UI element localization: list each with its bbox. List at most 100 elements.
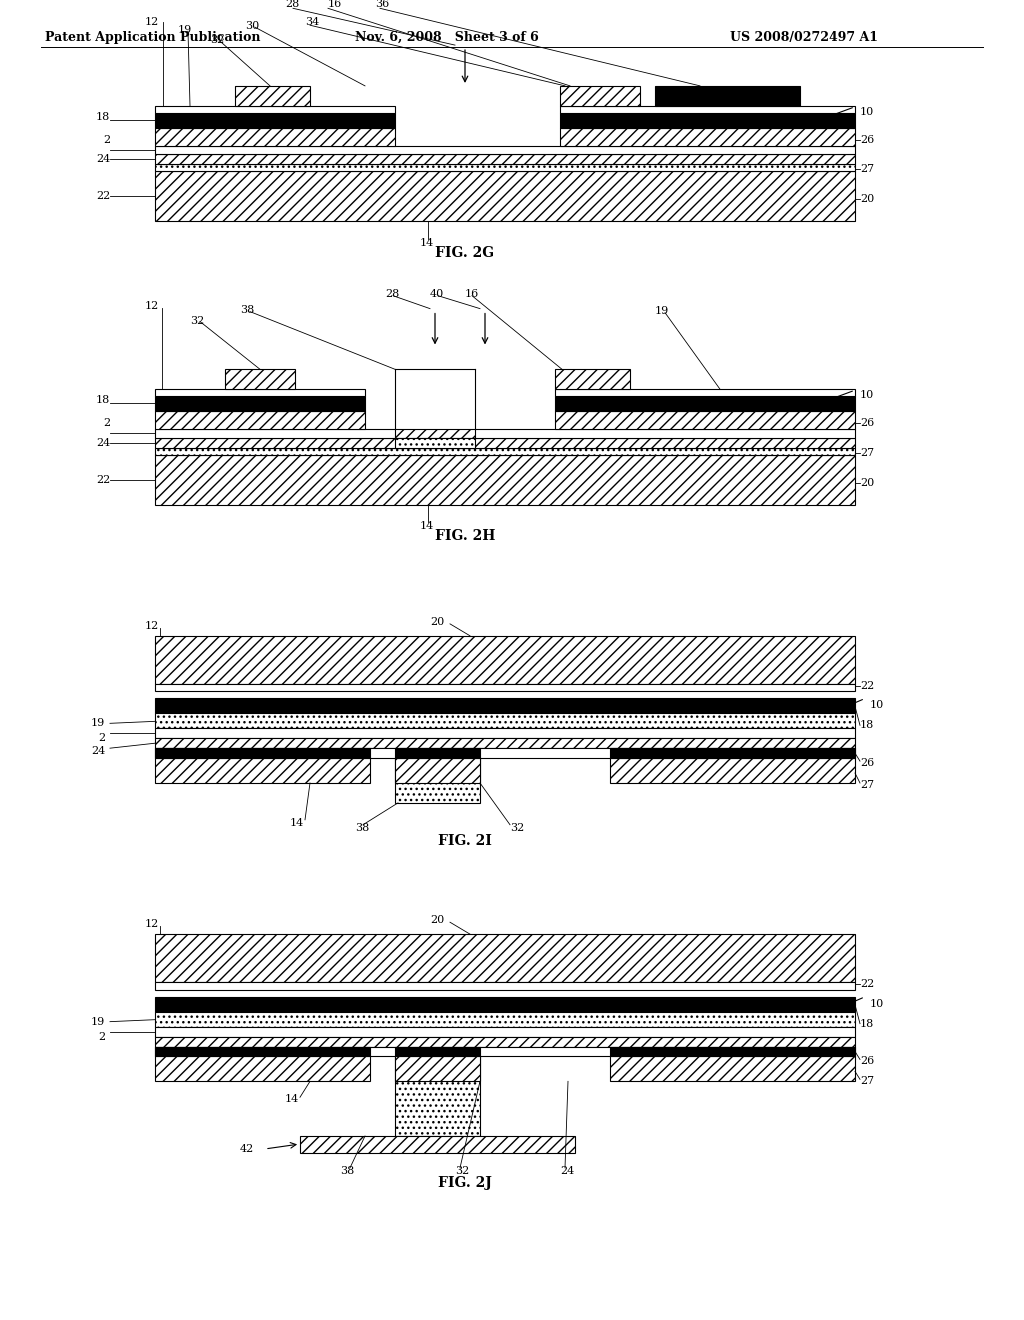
Text: 20: 20 xyxy=(430,616,444,627)
Bar xyxy=(610,758,855,783)
Bar xyxy=(610,748,855,758)
Text: 24: 24 xyxy=(96,438,110,447)
Bar xyxy=(555,389,855,396)
Bar xyxy=(155,389,365,396)
Text: 18: 18 xyxy=(96,112,110,121)
Bar xyxy=(155,128,395,145)
Text: FIG. 2I: FIG. 2I xyxy=(438,834,492,847)
Bar xyxy=(155,636,855,684)
Text: 32: 32 xyxy=(210,36,224,45)
Bar xyxy=(155,982,855,990)
Bar xyxy=(155,429,855,438)
Bar xyxy=(234,86,310,106)
Text: 2: 2 xyxy=(102,135,110,145)
Bar xyxy=(395,758,480,803)
Text: 38: 38 xyxy=(355,822,370,833)
Bar xyxy=(155,411,365,429)
Bar xyxy=(155,447,855,455)
Bar xyxy=(155,698,855,713)
Text: 18: 18 xyxy=(860,721,874,730)
Bar xyxy=(155,1056,370,1081)
Bar xyxy=(155,172,855,222)
Text: 14: 14 xyxy=(420,521,434,532)
Text: 2: 2 xyxy=(102,418,110,428)
Text: 32: 32 xyxy=(510,822,524,833)
Text: 38: 38 xyxy=(340,1166,354,1176)
Text: 18: 18 xyxy=(860,1019,874,1028)
Bar xyxy=(155,713,855,729)
Bar xyxy=(555,411,855,429)
Bar xyxy=(155,935,855,982)
Text: 14: 14 xyxy=(290,818,304,828)
Bar xyxy=(610,1056,855,1081)
Text: 14: 14 xyxy=(420,238,434,248)
Text: 10: 10 xyxy=(860,107,874,116)
Bar xyxy=(155,1011,855,1027)
Bar xyxy=(155,997,855,1011)
Text: 36: 36 xyxy=(375,0,389,9)
Bar xyxy=(555,396,855,411)
Text: 12: 12 xyxy=(145,301,160,310)
Text: US 2008/0272497 A1: US 2008/0272497 A1 xyxy=(730,30,878,44)
Text: 24: 24 xyxy=(560,1166,574,1176)
Bar xyxy=(155,738,855,748)
Bar xyxy=(155,145,855,154)
Text: 2: 2 xyxy=(98,1031,105,1041)
Text: 19: 19 xyxy=(91,718,105,729)
Bar xyxy=(560,86,640,106)
Text: 10: 10 xyxy=(870,999,885,1008)
Bar xyxy=(655,86,800,106)
Text: 12: 12 xyxy=(145,620,160,631)
Bar xyxy=(395,1047,480,1056)
Text: 30: 30 xyxy=(245,21,259,32)
Bar xyxy=(155,758,370,783)
Text: 14: 14 xyxy=(285,1094,299,1105)
Text: 40: 40 xyxy=(430,289,444,298)
Text: 12: 12 xyxy=(145,919,160,929)
Text: 19: 19 xyxy=(91,1016,105,1027)
Bar xyxy=(395,438,475,447)
Bar xyxy=(560,106,855,112)
Text: 16: 16 xyxy=(328,0,342,9)
Bar xyxy=(155,438,855,447)
Bar xyxy=(155,748,855,758)
Bar xyxy=(395,1056,480,1081)
Text: 24: 24 xyxy=(96,154,110,165)
Bar xyxy=(155,165,855,172)
Bar xyxy=(560,128,855,145)
Text: 27: 27 xyxy=(860,165,874,174)
Text: 20: 20 xyxy=(860,194,874,205)
Bar xyxy=(155,1036,855,1047)
Bar xyxy=(395,748,480,758)
Text: 27: 27 xyxy=(860,447,874,458)
Text: 34: 34 xyxy=(305,17,319,28)
Bar xyxy=(155,684,855,692)
Bar xyxy=(155,154,855,165)
Text: 26: 26 xyxy=(860,758,874,768)
Text: 28: 28 xyxy=(385,289,399,298)
Text: Nov. 6, 2008   Sheet 3 of 6: Nov. 6, 2008 Sheet 3 of 6 xyxy=(355,30,539,44)
Text: 18: 18 xyxy=(96,395,110,405)
Bar xyxy=(300,1137,575,1152)
Text: FIG. 2H: FIG. 2H xyxy=(435,529,496,544)
Text: 20: 20 xyxy=(860,478,874,487)
Text: 28: 28 xyxy=(285,0,299,9)
Text: 22: 22 xyxy=(860,979,874,989)
Bar xyxy=(155,729,855,738)
Bar xyxy=(155,396,365,411)
Text: 16: 16 xyxy=(465,289,479,298)
Text: 26: 26 xyxy=(860,1056,874,1067)
Bar xyxy=(560,112,855,128)
Bar xyxy=(395,370,475,429)
Bar xyxy=(155,455,855,504)
Bar xyxy=(155,1027,855,1036)
Text: 24: 24 xyxy=(91,746,105,756)
Text: 26: 26 xyxy=(860,135,874,145)
Text: FIG. 2J: FIG. 2J xyxy=(438,1176,492,1189)
Text: 12: 12 xyxy=(145,17,160,28)
Bar xyxy=(225,370,295,389)
Text: 26: 26 xyxy=(860,418,874,428)
Bar xyxy=(395,758,480,783)
Bar xyxy=(555,370,630,389)
Bar xyxy=(155,1047,855,1056)
